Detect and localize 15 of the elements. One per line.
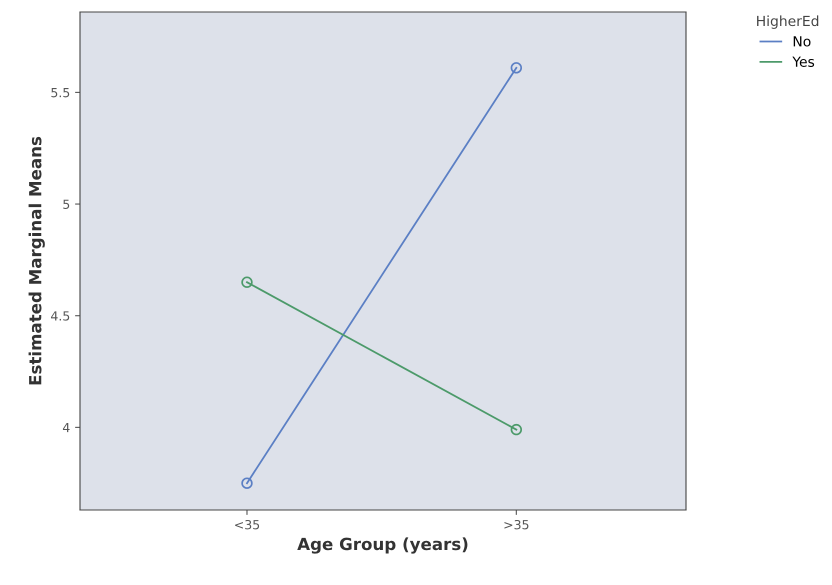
point	[241, 478, 253, 489]
legend-title: HigherEd	[757, 15, 818, 29]
y-tick-label: 4	[62, 423, 70, 432]
x-tick-label: <35	[235, 520, 260, 530]
y-axis-title: Estimated Marginal Means	[28, 136, 45, 384]
x-axis-title: Age Group (years)	[297, 537, 468, 554]
point	[241, 276, 253, 288]
x-tick-label: >35	[504, 520, 528, 530]
y-tick-label: 4.5	[51, 311, 70, 321]
y-tick-label: 5	[63, 200, 70, 209]
legend-label: No	[794, 36, 811, 47]
y-tick-label: 5.5	[51, 88, 70, 98]
point	[510, 62, 522, 74]
point	[510, 424, 522, 436]
legend-label: Yes	[792, 56, 814, 67]
